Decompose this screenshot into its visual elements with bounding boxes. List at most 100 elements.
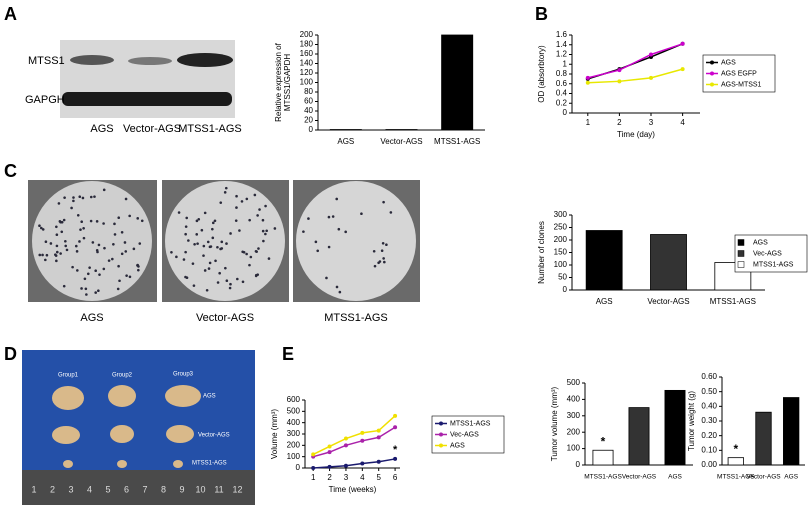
y-tick-label: 180 (300, 40, 314, 49)
legend-swatch (737, 261, 745, 268)
colony (241, 250, 244, 254)
colony (79, 228, 82, 231)
x-tick-label: Vector-AGS (622, 474, 657, 481)
colony (220, 240, 224, 244)
group-label: Group1 (58, 373, 79, 379)
point (617, 79, 622, 84)
colony (41, 228, 45, 231)
colony (124, 250, 128, 253)
x-tick-label: 2 (617, 118, 622, 127)
colony (229, 282, 232, 286)
legend-label: AGS (721, 59, 736, 66)
band (128, 57, 172, 65)
bar (727, 457, 744, 466)
ruler-number: 8 (161, 484, 166, 494)
y-tick-label: 250 (554, 223, 568, 232)
colony (338, 290, 342, 294)
x-tick-label: 6 (393, 473, 398, 482)
colony (140, 219, 144, 223)
colony (185, 276, 189, 279)
colony (82, 226, 85, 230)
colony (196, 242, 199, 245)
colony (80, 287, 83, 290)
blot-lane: AGS (90, 123, 113, 135)
colony (225, 242, 228, 245)
legend-label: AGS-MTSS1 (721, 81, 762, 88)
colony (136, 263, 139, 267)
y-axis-label: OD (absorbtory) (537, 45, 546, 103)
y-tick-label: 200 (567, 427, 581, 436)
y-tick-label: 0.20 (701, 431, 717, 440)
colony (89, 195, 93, 199)
x-tick-label: 4 (360, 473, 365, 482)
legend-swatch (439, 421, 443, 426)
x-tick-label: AGS (337, 137, 354, 146)
legend-box (734, 234, 808, 273)
colony (91, 241, 95, 244)
y-tick-label: 0.60 (701, 372, 717, 381)
colony (124, 197, 128, 201)
y-tick-label: 400 (287, 418, 301, 427)
colony (63, 196, 66, 199)
colony (177, 211, 181, 214)
annotation: * (601, 434, 606, 448)
colony (203, 211, 207, 215)
colony (254, 249, 258, 253)
y-tick-label: 0.4 (556, 89, 568, 98)
colony (380, 249, 384, 253)
legend-swatch (737, 239, 745, 246)
colony (378, 260, 382, 263)
colony (235, 206, 238, 209)
ruler-number: 4 (87, 484, 92, 494)
colony (185, 216, 189, 220)
colony (120, 252, 124, 256)
colony (39, 226, 43, 230)
point (393, 456, 398, 461)
colony (216, 245, 219, 249)
point (343, 436, 348, 441)
colony (236, 277, 239, 281)
colony (85, 293, 88, 296)
y-axis-label: Volume (mm³) (270, 409, 279, 460)
point (393, 413, 398, 418)
bar (628, 407, 650, 466)
x-tick-label: 5 (376, 473, 381, 482)
colony (138, 242, 142, 245)
point (680, 41, 685, 46)
x-axis-label: Time (day) (617, 130, 655, 139)
colony (229, 232, 232, 235)
point (360, 438, 365, 443)
blot-image (60, 40, 235, 118)
colony (98, 273, 101, 276)
point (585, 75, 590, 80)
colony (184, 250, 187, 254)
colony (118, 279, 121, 283)
colony (78, 240, 81, 243)
colony (82, 236, 86, 240)
colony (113, 233, 117, 236)
colony (74, 244, 78, 248)
y-tick-label: 200 (554, 235, 568, 244)
colony (327, 215, 331, 219)
bar (755, 411, 772, 466)
legend-swatch (737, 250, 745, 257)
y-axis-label: MTSS1/GAPDH (283, 54, 292, 112)
blot-lane: Vector-AGS (123, 123, 181, 135)
colony (55, 259, 58, 263)
colony (261, 229, 265, 233)
colony (41, 253, 44, 257)
colony (136, 217, 140, 220)
colony (128, 275, 132, 279)
legend-swatch (710, 60, 714, 65)
colony (175, 255, 178, 259)
colony (381, 241, 385, 245)
y-tick-label: 0.2 (556, 98, 568, 107)
bar (592, 449, 614, 466)
y-tick-label: 300 (567, 411, 581, 420)
panel-label: B (535, 4, 548, 24)
colony (187, 239, 190, 242)
colony (302, 230, 305, 233)
colony (60, 230, 64, 234)
y-tick-label: 80 (304, 87, 313, 96)
colony (218, 271, 221, 275)
